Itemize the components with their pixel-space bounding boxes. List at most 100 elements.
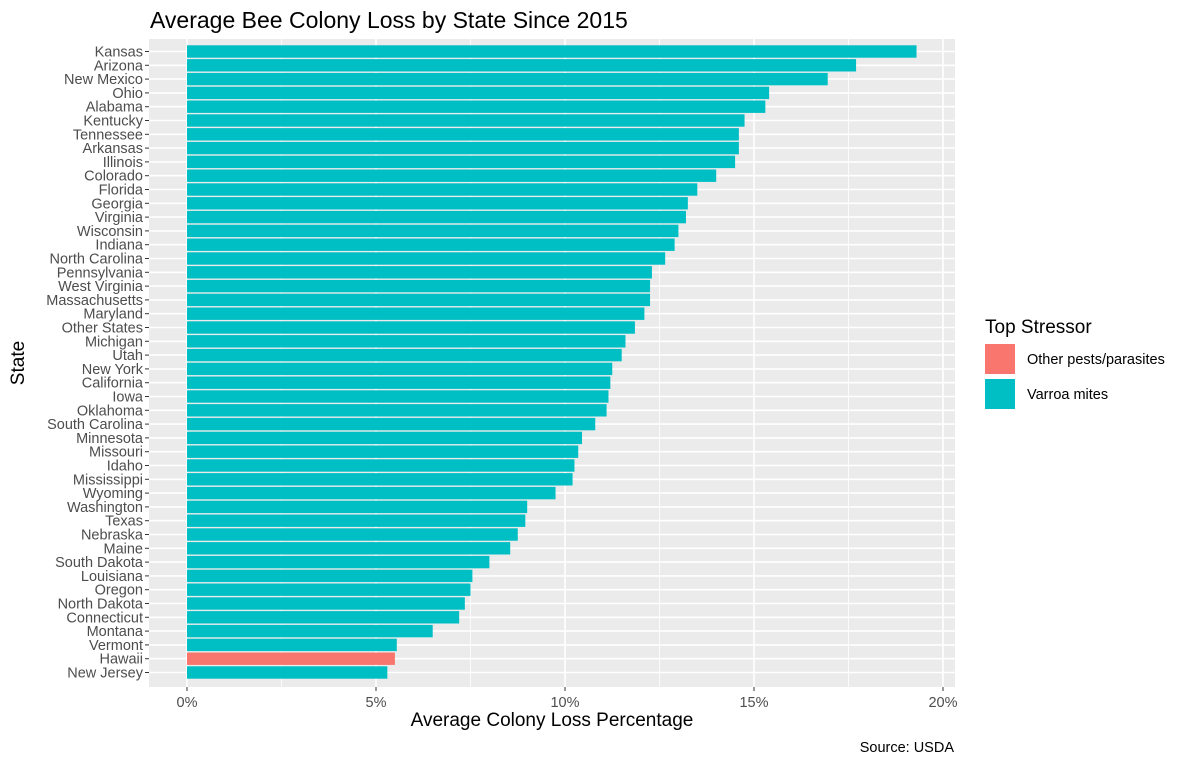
y-tick-label: Indiana — [95, 238, 144, 254]
y-tick-label: Massachusetts — [46, 293, 143, 309]
y-tick-label: Illinois — [103, 155, 143, 171]
y-tick-label: Florida — [99, 183, 144, 199]
y-tick-label: Louisiana — [81, 569, 144, 585]
bar — [187, 666, 388, 679]
bar — [187, 86, 770, 100]
y-tick-label: Connecticut — [66, 610, 143, 626]
x-tick-label: 20% — [928, 695, 957, 711]
y-tick-label: Other States — [62, 321, 143, 337]
bar — [187, 417, 596, 431]
legend-key-other-pests — [985, 344, 1015, 374]
bar — [187, 431, 583, 445]
legend: Top Stressor Other pests/parasites Varro… — [985, 317, 1165, 409]
y-tick-label: Wyoming — [83, 486, 143, 502]
y-tick-label: Nebraska — [81, 528, 144, 544]
bar — [187, 210, 686, 224]
bar — [187, 321, 635, 334]
legend-key-varroa-mites — [985, 379, 1015, 409]
bar — [187, 335, 626, 348]
x-axis-title: Average Colony Loss Percentage — [411, 710, 694, 731]
y-tick-label: Ohio — [112, 86, 143, 102]
y-tick-label: Mississippi — [73, 472, 143, 488]
y-tick-label: West Virginia — [58, 279, 144, 295]
bar — [187, 362, 613, 376]
x-tick-label: 10% — [550, 695, 579, 711]
y-tick-label: Hawaii — [99, 652, 143, 668]
bar — [187, 100, 766, 113]
bar — [187, 555, 490, 569]
y-tick-label: New Jersey — [67, 666, 143, 682]
y-tick-label: Maine — [104, 541, 144, 557]
y-tick-label: Utah — [112, 348, 143, 364]
y-tick-label: Arizona — [94, 58, 144, 74]
bar — [187, 293, 651, 307]
chart-title: Average Bee Colony Loss by State Since 2… — [150, 7, 628, 33]
y-tick-label: South Carolina — [47, 417, 144, 433]
bar — [187, 59, 857, 72]
y-tick-label: Kentucky — [83, 114, 143, 130]
source-caption: Source: USDA — [860, 740, 955, 756]
bars — [187, 45, 917, 679]
y-tick-label: New York — [82, 362, 144, 378]
bar — [187, 500, 528, 514]
y-tick-label: Oklahoma — [77, 403, 144, 419]
bar — [187, 514, 526, 527]
bar — [187, 114, 745, 127]
y-tick-label: Arkansas — [83, 141, 143, 157]
y-tick-label: Michigan — [85, 334, 143, 350]
bar — [187, 638, 397, 652]
bar — [187, 45, 917, 58]
y-tick-label: Wisconsin — [77, 224, 143, 240]
legend-title: Top Stressor — [985, 317, 1092, 338]
y-tick-label: Washington — [67, 500, 143, 516]
bar — [187, 155, 736, 169]
bar — [187, 597, 465, 610]
bar — [187, 279, 651, 293]
y-tick-label: Montana — [87, 624, 144, 640]
legend-label-varroa-mites: Varroa mites — [1027, 387, 1108, 403]
bar — [187, 376, 611, 389]
bar — [187, 528, 518, 541]
bar — [187, 224, 679, 238]
y-tick-label: Iowa — [112, 390, 144, 406]
y-tick-label: South Dakota — [55, 555, 144, 571]
y-tick-label: North Dakota — [58, 597, 144, 613]
bar — [187, 652, 395, 665]
y-tick-label: Idaho — [107, 459, 143, 475]
y-tick-label: Virginia — [95, 210, 144, 226]
y-tick-label: Minnesota — [76, 431, 144, 447]
bar — [187, 252, 666, 265]
y-tick-label: Vermont — [89, 638, 143, 654]
bar — [187, 197, 688, 210]
y-tick-label: Colorado — [84, 169, 143, 185]
bar — [187, 624, 433, 638]
bar — [187, 348, 622, 362]
bar — [187, 238, 675, 251]
y-tick-label: Maryland — [83, 307, 143, 323]
bar — [187, 404, 607, 417]
y-axis-title: State — [8, 341, 29, 385]
bar — [187, 569, 473, 583]
bar — [187, 72, 828, 86]
bar — [187, 128, 739, 141]
x-tick-label: 0% — [177, 695, 198, 711]
y-tick-label: New Mexico — [64, 72, 143, 88]
y-tick-label: Alabama — [86, 100, 144, 116]
legend-label-other-pests: Other pests/parasites — [1027, 352, 1165, 368]
x-axis-ticks: 0% 5% 10% 15% 20% — [177, 687, 958, 711]
bar — [187, 542, 511, 555]
y-tick-label: Texas — [105, 514, 143, 530]
bar — [187, 583, 471, 596]
y-tick-label: Tennessee — [73, 127, 143, 143]
y-tick-label: Pennsylvania — [57, 265, 144, 281]
y-tick-label: Georgia — [91, 196, 144, 212]
bar — [187, 169, 717, 182]
y-tick-label: Oregon — [95, 583, 143, 599]
bar — [187, 307, 645, 320]
bar — [187, 459, 575, 472]
bar — [187, 473, 573, 486]
bar — [187, 183, 698, 196]
y-tick-label: Missouri — [89, 445, 143, 461]
